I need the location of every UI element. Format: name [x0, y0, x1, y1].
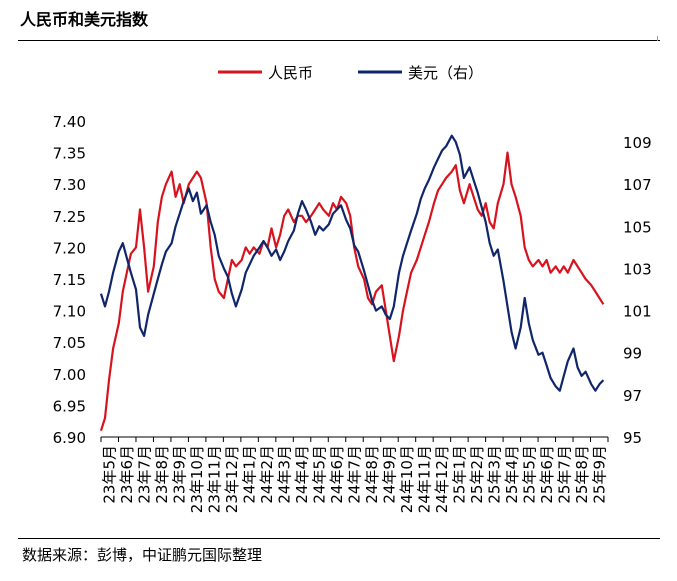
source-rule — [18, 538, 660, 539]
x-tick-label: 23年7月 — [136, 445, 154, 504]
y-left-tick-label: 7.00 — [53, 366, 86, 384]
x-tick-label: 24年11月 — [415, 445, 433, 513]
chart-title: 人民币和美元指数 — [20, 10, 149, 29]
x-tick-label: 25年5月 — [520, 445, 538, 504]
x-tick-label: 24年3月 — [276, 445, 294, 504]
y-right-tick-label: 107 — [623, 176, 652, 194]
x-tick-label: 25年2月 — [468, 445, 486, 504]
source-note: 数据来源：彭博，中证鹏元国际整理 — [22, 546, 263, 564]
x-tick-label: 24年1月 — [241, 445, 259, 504]
axes: 6.90 6.95 7.00 7.05 7.10 7.15 7.20 7.25 7.30 7.35… — [53, 113, 652, 513]
x-tick-label: 23年5月 — [101, 445, 119, 504]
x-tick-label: 23年6月 — [118, 445, 136, 504]
x-tick-label: 24年9月 — [380, 445, 398, 504]
y-right-tick-label: 97 — [623, 387, 642, 405]
y-left-tick-label: 7.05 — [53, 334, 86, 352]
y-left-tick-label: 7.40 — [53, 113, 86, 131]
legend: 人民币 美元（右） — [218, 64, 483, 82]
x-tick-label: 23年9月 — [171, 445, 189, 504]
x-tick-label: 25年3月 — [485, 445, 503, 504]
y-left-tick-label: 7.35 — [53, 145, 86, 163]
series-lines — [99, 134, 605, 432]
x-tick-label: 24年12月 — [433, 445, 451, 513]
x-tick-label: 25年7月 — [555, 445, 573, 504]
y-right-tick-label: 105 — [623, 218, 652, 236]
y-left-tick-label: 6.90 — [53, 429, 86, 447]
x-tick-label: 25年6月 — [538, 445, 556, 504]
x-tick-label: 25年9月 — [590, 445, 608, 504]
x-tick-label: 24年8月 — [363, 445, 381, 504]
x-tick-label: 23年10月 — [188, 445, 206, 513]
y-right-tick-label: 109 — [623, 134, 652, 152]
usd-series-line — [99, 134, 605, 392]
y-left-tick-label: 7.20 — [53, 239, 86, 257]
x-tick-label: 24年7月 — [346, 445, 364, 504]
legend-label-usd: 美元（右） — [408, 64, 483, 82]
title-underline-end-tick — [657, 36, 658, 41]
x-tick-label: 25年8月 — [573, 445, 591, 504]
y-right-tick-label: 95 — [623, 429, 642, 447]
x-tick-label: 25年1月 — [450, 445, 468, 504]
y-left-tick-label: 7.10 — [53, 303, 86, 321]
y-left-tick-label: 7.30 — [53, 176, 86, 194]
x-tick-label: 25年4月 — [503, 445, 521, 504]
y-right-tick-label: 103 — [623, 260, 652, 278]
x-tick-label: 24年4月 — [293, 445, 311, 504]
y-left-tick-label: 7.25 — [53, 208, 86, 226]
x-tick-label: 23年8月 — [153, 445, 171, 504]
legend-label-cny: 人民币 — [268, 64, 313, 82]
title-underline — [18, 40, 660, 41]
y-left-tick-label: 7.15 — [53, 271, 86, 289]
y-right-tick-label: 99 — [623, 345, 642, 363]
x-tick-label: 23年12月 — [223, 445, 241, 513]
y-left-tick-label: 6.95 — [53, 397, 86, 415]
cny-series-line — [99, 151, 605, 432]
y-right-tick-label: 101 — [623, 303, 652, 321]
x-tick-label: 23年11月 — [206, 445, 224, 513]
x-tick-label: 24年6月 — [328, 445, 346, 504]
x-tick-label: 24年5月 — [311, 445, 329, 504]
x-tick-label: 24年2月 — [258, 445, 276, 504]
x-tick-label: 24年10月 — [398, 445, 416, 513]
